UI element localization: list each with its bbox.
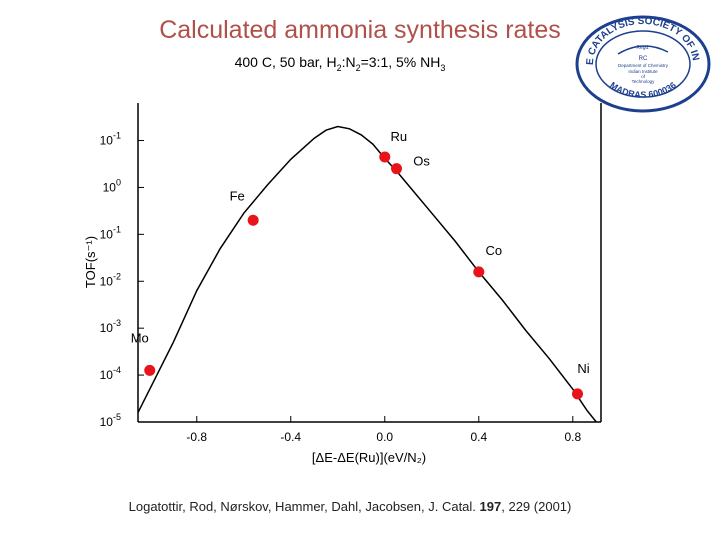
y-tick-label-6: 10-5 bbox=[100, 412, 121, 429]
data-label-ni: Ni bbox=[577, 361, 589, 376]
x-tick-label-2: 0.0 bbox=[376, 430, 393, 444]
subtitle-sub-h2: 2 bbox=[336, 62, 342, 73]
data-label-ru: Ru bbox=[390, 129, 407, 144]
subtitle-conditions: 400 C, 50 bar, H bbox=[234, 54, 337, 70]
slide-subtitle: 400 C, 50 bar, H2:N2=3:1, 5% NH3 bbox=[90, 54, 590, 73]
data-point-fe bbox=[247, 214, 259, 226]
subtitle-ratio: =3:1, 5% NH bbox=[360, 54, 441, 70]
data-label-mo: Mo bbox=[131, 330, 149, 345]
logo-line-4: Indian Institute bbox=[628, 69, 658, 74]
data-point-co bbox=[473, 266, 485, 278]
curve-layer bbox=[137, 125, 597, 423]
subtitle-ratio-sep: :N bbox=[341, 54, 356, 70]
y-tick-label-3: 10-2 bbox=[100, 271, 121, 288]
data-label-co: Co bbox=[485, 243, 502, 258]
y-axis-title: TOF(s⁻¹) bbox=[83, 236, 98, 288]
x-tick-label-0: -0.8 bbox=[186, 430, 207, 444]
data-point-ru bbox=[379, 151, 391, 163]
y-tick-label-1: 100 bbox=[103, 177, 121, 194]
logo-line-2: RC bbox=[639, 56, 648, 62]
x-tick-label-1: -0.4 bbox=[280, 430, 301, 444]
y-tick-label-5: 10-4 bbox=[100, 365, 121, 382]
volcano-curve bbox=[137, 125, 597, 423]
logo-line-3: Department of Chemistry bbox=[618, 63, 669, 68]
x-tick-label-4: 0.8 bbox=[564, 430, 581, 444]
y-tick-label-4: 10-3 bbox=[100, 318, 121, 335]
data-label-fe: Fe bbox=[230, 188, 245, 203]
data-label-os: Os bbox=[413, 154, 430, 169]
slide-title: Calculated ammonia synthesis rates bbox=[159, 16, 561, 44]
logo-line-5: of bbox=[641, 74, 646, 79]
citation-pages: , 229 (2001) bbox=[501, 499, 572, 514]
data-point-os bbox=[391, 163, 403, 175]
citation: Logatottir, Rod, Nørskov, Hammer, Dahl, … bbox=[0, 499, 700, 514]
y-tick-label-0: 10-1 bbox=[100, 131, 121, 148]
x-axis-title: [ΔE-ΔE(Ru)](eV/N₂) bbox=[312, 450, 426, 465]
logo-line-1: Regd. bbox=[636, 45, 649, 51]
citation-authors: Logatottir, Rod, Nørskov, Hammer, Dahl, … bbox=[128, 499, 476, 514]
logo-line-6: Technology bbox=[632, 79, 656, 84]
subtitle-sub-nh3: 3 bbox=[440, 62, 446, 73]
points-layer: Mo Fe Ru Os Co Ni bbox=[131, 129, 590, 400]
data-point-ni bbox=[571, 388, 583, 400]
y-tick-label-2: 10-1 bbox=[100, 224, 121, 241]
subtitle-sub-n2: 2 bbox=[355, 62, 361, 73]
x-tick-label-3: 0.4 bbox=[470, 430, 487, 444]
citation-volume: 197 bbox=[479, 499, 502, 514]
catalysis-society-seal-icon: THE CATALYSIS SOCIETY OF INDIA MADRAS 60… bbox=[573, 14, 711, 113]
data-point-mo bbox=[144, 364, 156, 376]
chart-axes: -0.8 -0.4 0.0 0.4 0.8 10-1 100 10-1 10-2 10-3 10-4… bbox=[83, 103, 602, 465]
